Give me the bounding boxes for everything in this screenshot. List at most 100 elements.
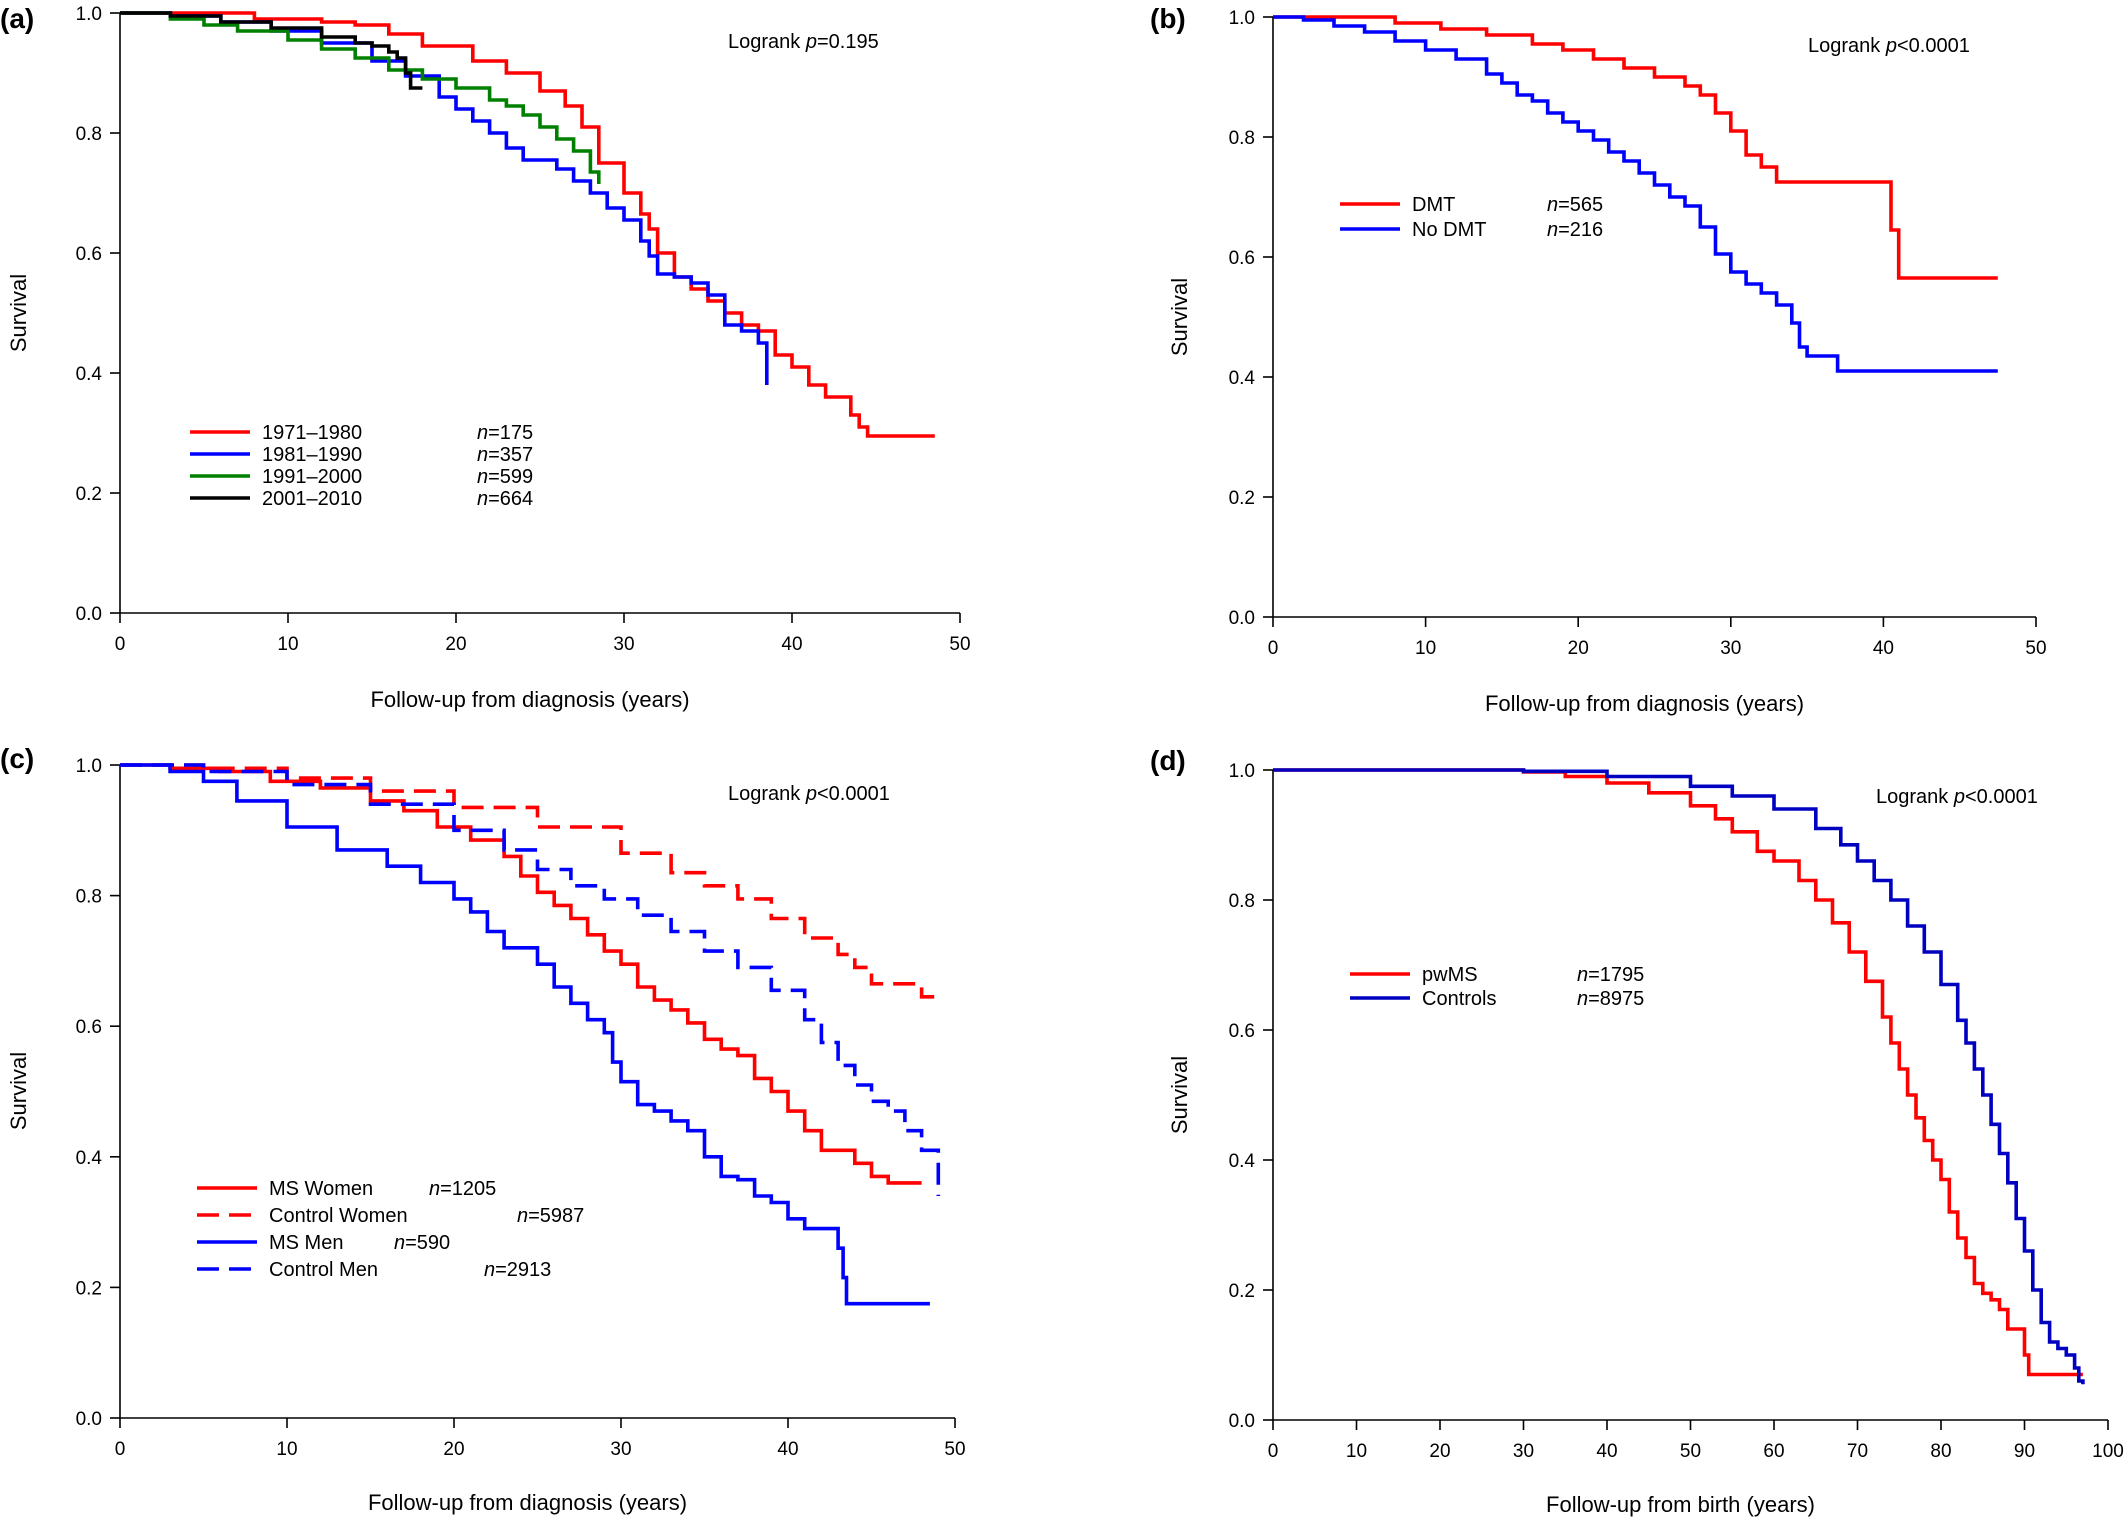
x-tick-label: 50: [2025, 638, 2046, 659]
legend-entry: pwMS: [1422, 964, 1478, 986]
legend-n-symbol: n: [429, 1178, 440, 1200]
annotation-suffix: <0.0001: [1965, 786, 2038, 808]
y-tick-label: 0.6: [76, 244, 102, 265]
annotation-p: p: [805, 31, 817, 53]
legend-series-name: No DMT: [1412, 219, 1486, 241]
y-tick-label: 0.0: [1229, 1411, 1255, 1432]
legend-n-label: n=565: [1547, 194, 1603, 216]
y-tick-label: 0.4: [76, 364, 103, 385]
legend-series-name: Control Men: [269, 1259, 378, 1281]
logrank-annotation: Logrank p=0.195: [728, 31, 879, 53]
legend-n-value: =565: [1558, 194, 1603, 216]
series-line-1: [1273, 15, 1998, 373]
legend-n-symbol: n: [484, 1259, 495, 1281]
legend-entry: MS Men: [269, 1232, 343, 1254]
x-tick-label: 40: [1873, 638, 1894, 659]
y-tick-label: 0.8: [1229, 891, 1255, 912]
legend-entry: 1971–1980: [262, 422, 362, 444]
legend-series-name: 2001–2010: [262, 488, 362, 510]
x-tick-label: 0: [115, 1439, 126, 1460]
legend-n-label: n=664: [477, 488, 533, 510]
x-tick-label: 40: [781, 634, 802, 655]
legend-n-label: n=599: [477, 466, 533, 488]
annotation-prefix: Logrank: [1876, 786, 1954, 808]
legend-series-name: MS Women: [269, 1178, 373, 1200]
series-line-2: [120, 763, 930, 1306]
y-tick-label: 0.2: [76, 484, 102, 505]
legend-entry: MS Women: [269, 1178, 373, 1200]
x-tick-label: 40: [777, 1439, 798, 1460]
panel-label: (c): [0, 743, 34, 774]
chart-panel-1: (b) 0 10 20 30 40 50 0.0 0.2 0.4 0.6 0.8 1.0 Follow-u…: [1150, 3, 2047, 716]
y-tick-label: 1.0: [1229, 8, 1255, 29]
legend-entry: 1981–1990: [262, 444, 362, 466]
y-axis-title: Survival: [1167, 278, 1192, 356]
y-tick-label: 0.8: [76, 124, 102, 145]
annotation-suffix: <0.0001: [817, 783, 890, 805]
legend-n-label: n=357: [477, 444, 533, 466]
x-tick-label: 10: [1346, 1441, 1367, 1462]
legend-n-value: =8975: [1588, 988, 1644, 1010]
y-tick-label: 1.0: [76, 756, 102, 777]
x-tick-label: 10: [277, 634, 298, 655]
legend-entry: 1991–2000: [262, 466, 362, 488]
x-tick-label: 100: [2092, 1441, 2124, 1462]
series-line-0: [1273, 768, 2083, 1377]
y-tick-label: 1.0: [76, 4, 102, 25]
y-tick-label: 0.0: [76, 1409, 102, 1430]
annotation-suffix: <0.0001: [1897, 35, 1970, 57]
legend-n-label: n=590: [394, 1232, 450, 1254]
legend-n-symbol: n: [1577, 988, 1588, 1010]
legend-n-symbol: n: [1547, 194, 1558, 216]
series-line-0: [120, 763, 922, 1185]
annotation-p: p: [805, 783, 817, 805]
y-tick-label: 0.6: [1229, 1021, 1255, 1042]
legend-n-symbol: n: [394, 1232, 405, 1254]
legend-n-symbol: n: [477, 444, 488, 466]
y-tick-label: 0.4: [1229, 1151, 1256, 1172]
annotation-prefix: Logrank: [728, 31, 806, 53]
y-tick-label: 0.6: [1229, 248, 1255, 269]
x-tick-label: 80: [1930, 1441, 1951, 1462]
legend-series-name: 1971–1980: [262, 422, 362, 444]
logrank-annotation: Logrank p<0.0001: [1876, 786, 2038, 808]
x-tick-label: 10: [276, 1439, 297, 1460]
series-line-1: [1273, 768, 2085, 1385]
x-tick-label: 20: [1429, 1441, 1450, 1462]
x-tick-label: 0: [115, 634, 126, 655]
y-tick-label: 0.2: [1229, 1281, 1255, 1302]
legend-entry: DMT: [1412, 194, 1455, 216]
legend-series-name: pwMS: [1422, 964, 1478, 986]
legend-series-name: 1991–2000: [262, 466, 362, 488]
legend-n-symbol: n: [477, 488, 488, 510]
legend-n-value: =2913: [495, 1259, 551, 1281]
legend-entry: Control Women: [269, 1205, 408, 1227]
x-tick-label: 30: [613, 634, 634, 655]
x-tick-label: 50: [944, 1439, 965, 1460]
y-axis-title: Survival: [1167, 1056, 1192, 1134]
legend-series-name: Control Women: [269, 1205, 408, 1227]
legend-n-value: =590: [405, 1232, 450, 1254]
legend-entry: Controls: [1422, 988, 1496, 1010]
legend-n-value: =5987: [528, 1205, 584, 1227]
legend-n-symbol: n: [1577, 964, 1588, 986]
legend-series-name: Controls: [1422, 988, 1496, 1010]
legend-entry: Control Men: [269, 1259, 378, 1281]
series-line-0: [1273, 15, 1998, 280]
x-tick-label: 30: [1720, 638, 1741, 659]
x-tick-label: 60: [1763, 1441, 1784, 1462]
y-tick-label: 0.4: [76, 1148, 103, 1169]
y-axis-title: Survival: [6, 1052, 31, 1130]
x-axis-title: Follow-up from birth (years): [1546, 1492, 1815, 1517]
legend-n-value: =216: [1558, 219, 1603, 241]
legend-n-label: n=5987: [517, 1205, 584, 1227]
y-axis-title: Survival: [6, 274, 31, 352]
series-line-3: [120, 763, 941, 1196]
y-tick-label: 0.0: [76, 604, 102, 625]
x-tick-label: 70: [1847, 1441, 1868, 1462]
x-tick-label: 30: [1513, 1441, 1534, 1462]
x-tick-label: 20: [1568, 638, 1589, 659]
x-tick-label: 20: [445, 634, 466, 655]
x-axis-title: Follow-up from diagnosis (years): [370, 687, 689, 712]
